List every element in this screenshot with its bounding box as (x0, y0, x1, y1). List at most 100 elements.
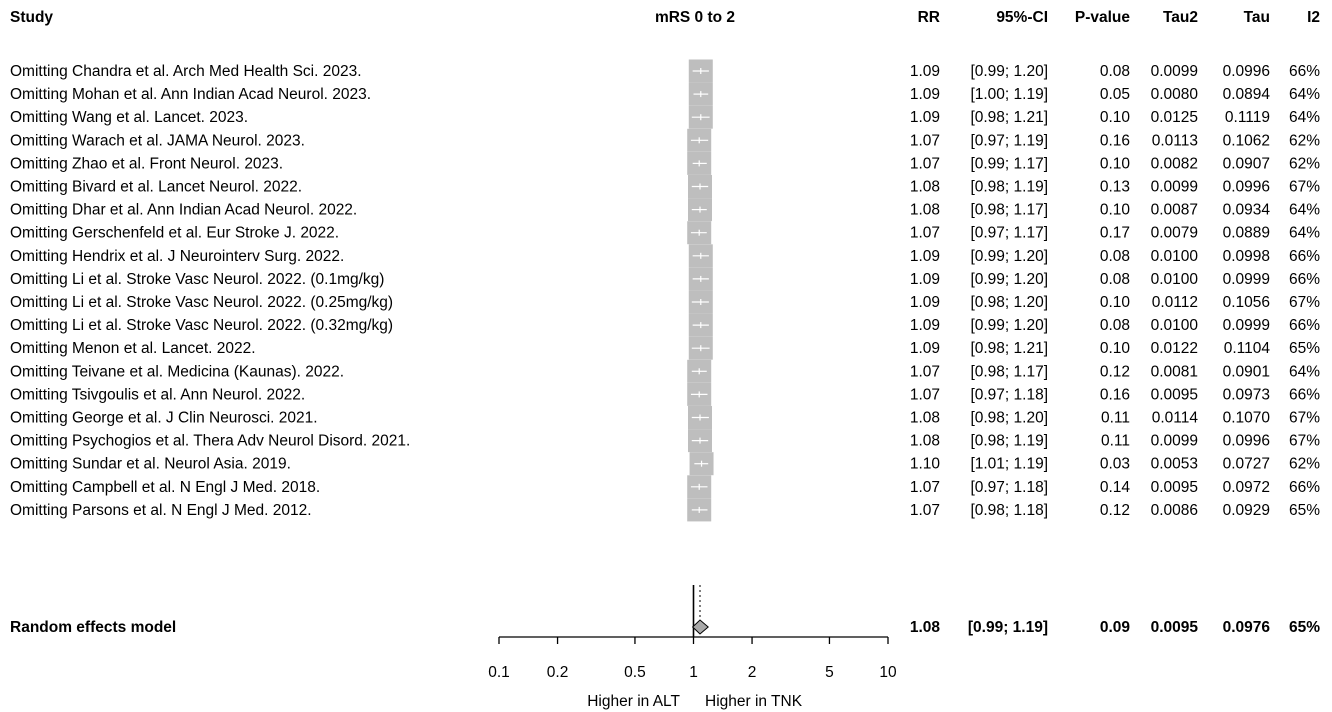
table-row: Omitting Psychogios et al. Thera Adv Neu… (10, 429, 1320, 453)
pooled-diamond (691, 619, 709, 635)
tau2-value: 0.0053 (1151, 456, 1198, 473)
p-value: 0.08 (1100, 248, 1130, 265)
i2-value: 64% (1289, 202, 1320, 219)
study-label: Omitting Li et al. Stroke Vasc Neurol. 2… (10, 317, 393, 334)
study-label: Omitting Li et al. Stroke Vasc Neurol. 2… (10, 294, 393, 311)
header-tau: Tau (1244, 9, 1270, 26)
i2-value: 66% (1289, 386, 1320, 403)
i2-value: 66% (1289, 271, 1320, 288)
ci-value: [0.97; 1.18] (970, 386, 1048, 403)
i2-value: 62% (1289, 456, 1320, 473)
rr-value: 1.07 (910, 386, 940, 403)
x-tick-label: 2 (748, 664, 757, 681)
p-value: 0.08 (1100, 63, 1130, 80)
rr-value: 1.07 (910, 132, 940, 149)
header-i2: I2 (1307, 9, 1320, 26)
rr-value: 1.09 (910, 63, 940, 80)
ci-value: [1.01; 1.19] (970, 456, 1048, 473)
table-row: Omitting Tsivgoulis et al. Ann Neurol. 2… (10, 382, 1320, 406)
p-value: 0.12 (1100, 363, 1130, 380)
ci-value: [0.99; 1.20] (970, 248, 1048, 265)
header-pvalue: P-value (1075, 9, 1131, 26)
axis-label-left: Higher in ALT (587, 693, 680, 710)
study-label: Omitting Dhar et al. Ann Indian Acad Neu… (10, 202, 357, 219)
tau-value: 0.0934 (1223, 202, 1271, 219)
header-outcome: mRS 0 to 2 (655, 9, 735, 26)
table-row: Omitting Campbell et al. N Engl J Med. 2… (10, 475, 1320, 499)
tau-value: 0.0727 (1223, 456, 1270, 473)
tau-value: 0.0999 (1223, 271, 1270, 288)
p-value: 0.03 (1100, 456, 1130, 473)
study-label: Omitting Mohan et al. Ann Indian Acad Ne… (10, 86, 371, 103)
table-row: Omitting Dhar et al. Ann Indian Acad Neu… (10, 198, 1320, 222)
table-row: Omitting Parsons et al. N Engl J Med. 20… (10, 498, 1320, 522)
rr-value: 1.10 (910, 456, 941, 473)
study-label: Omitting Tsivgoulis et al. Ann Neurol. 2… (10, 386, 305, 403)
study-label: Omitting Bivard et al. Lancet Neurol. 20… (10, 179, 302, 196)
x-tick-label: 0.2 (547, 664, 569, 681)
tau2-value: 0.0086 (1151, 502, 1198, 519)
tau-value: 0.1056 (1223, 294, 1270, 311)
rr-value: 1.09 (910, 340, 940, 357)
ci-value: [0.98; 1.19] (970, 179, 1048, 196)
table-row: Omitting Li et al. Stroke Vasc Neurol. 2… (10, 313, 1320, 337)
pooled-tau2: 0.0095 (1151, 619, 1199, 636)
tau2-value: 0.0099 (1151, 179, 1198, 196)
table-row: Omitting Teivane et al. Medicina (Kaunas… (10, 359, 1320, 383)
tau2-value: 0.0114 (1152, 410, 1199, 427)
tau-value: 0.0973 (1223, 386, 1270, 403)
header-tau2: Tau2 (1163, 9, 1198, 26)
rr-value: 1.07 (910, 479, 940, 496)
tau-value: 0.0999 (1223, 317, 1270, 334)
tau-value: 0.0907 (1223, 155, 1270, 172)
tau-value: 0.0901 (1223, 363, 1270, 380)
tau2-value: 0.0099 (1151, 433, 1198, 450)
rr-value: 1.09 (910, 294, 940, 311)
table-row: Omitting Wang et al. Lancet. 2023. 1.09 [0… (10, 105, 1320, 129)
study-label: Omitting Gerschenfeld et al. Eur Stroke … (10, 225, 339, 242)
x-axis: 0.1 0.2 0.5 1 2 5 10 (488, 636, 897, 681)
tau-value: 0.0998 (1223, 248, 1270, 265)
table-row: Omitting George et al. J Clin Neurosci. … (10, 406, 1320, 429)
ci-value: [0.98; 1.17] (970, 202, 1048, 219)
tau2-value: 0.0099 (1151, 63, 1198, 80)
tau-value: 0.1070 (1223, 410, 1271, 427)
p-value: 0.12 (1100, 502, 1130, 519)
tau2-value: 0.0113 (1152, 132, 1198, 149)
pooled-p: 0.09 (1100, 619, 1131, 636)
table-row: Omitting Menon et al. Lancet. 2022. 1.09 [… (10, 336, 1320, 360)
i2-value: 62% (1289, 132, 1320, 149)
ci-value: [0.99; 1.20] (970, 317, 1048, 334)
table-row: Omitting Li et al. Stroke Vasc Neurol. 2… (10, 267, 1320, 291)
x-tick-label: 0.5 (624, 664, 646, 681)
study-label: Omitting Sundar et al. Neurol Asia. 2019… (10, 456, 291, 473)
tau-value: 0.0889 (1223, 225, 1270, 242)
study-rows: Omitting Chandra et al. Arch Med Health … (10, 59, 1320, 522)
p-value: 0.08 (1100, 271, 1130, 288)
pooled-i2: 65% (1289, 619, 1320, 636)
table-row: Omitting Zhao et al. Front Neurol. 2023.… (10, 151, 1320, 175)
ci-value: [0.98; 1.20] (970, 294, 1048, 311)
tau-value: 0.0894 (1223, 86, 1271, 103)
x-tick-label: 0.1 (488, 664, 510, 681)
tau2-value: 0.0081 (1151, 363, 1198, 380)
i2-value: 64% (1289, 86, 1320, 103)
tau2-value: 0.0122 (1151, 340, 1198, 357)
tau2-value: 0.0079 (1151, 225, 1198, 242)
i2-value: 66% (1289, 317, 1320, 334)
ci-value: [0.98; 1.21] (970, 340, 1048, 357)
rr-value: 1.09 (910, 248, 940, 265)
i2-value: 66% (1289, 479, 1320, 496)
p-value: 0.16 (1100, 132, 1130, 149)
tau-value: 0.0996 (1223, 179, 1270, 196)
ci-value: [0.97; 1.18] (970, 479, 1048, 496)
study-label: Omitting Wang et al. Lancet. 2023. (10, 109, 248, 126)
rr-value: 1.09 (910, 317, 940, 334)
tau-value: 0.0996 (1223, 63, 1270, 80)
pooled-label: Random effects model (10, 619, 176, 636)
ci-value: [0.98; 1.21] (970, 109, 1048, 126)
p-value: 0.10 (1100, 155, 1131, 172)
study-label: Omitting Parsons et al. N Engl J Med. 20… (10, 502, 312, 519)
table-row: Omitting Bivard et al. Lancet Neurol. 20… (10, 175, 1320, 198)
i2-value: 67% (1289, 294, 1320, 311)
